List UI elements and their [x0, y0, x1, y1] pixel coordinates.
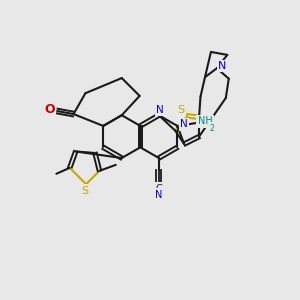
Text: O: O	[44, 103, 55, 116]
Text: N: N	[156, 105, 164, 115]
Text: C: C	[155, 184, 162, 194]
Text: NH: NH	[198, 116, 212, 127]
Text: S: S	[178, 106, 185, 116]
Text: N: N	[218, 61, 226, 71]
Text: N: N	[180, 119, 188, 129]
Text: S: S	[81, 186, 88, 196]
Text: N: N	[155, 190, 163, 200]
Text: 2: 2	[210, 124, 214, 133]
